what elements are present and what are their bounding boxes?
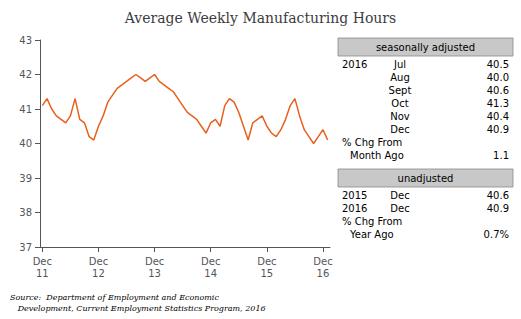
svg-text:Jul: Jul	[393, 59, 406, 70]
svg-text:Aug: Aug	[390, 72, 410, 83]
svg-text:40.9: 40.9	[487, 203, 509, 214]
svg-text:40.6: 40.6	[487, 190, 509, 201]
svg-text:14: 14	[204, 268, 217, 279]
svg-text:Sept: Sept	[389, 85, 412, 96]
svg-text:16: 16	[317, 268, 330, 279]
svg-text:Oct: Oct	[391, 98, 408, 109]
svg-text:42: 42	[19, 69, 32, 80]
svg-text:2016: 2016	[342, 203, 367, 214]
svg-text:Dec: Dec	[257, 256, 276, 267]
svg-text:41.3: 41.3	[487, 98, 509, 109]
svg-text:Average Weekly Manufacturing H: Average Weekly Manufacturing Hours	[124, 10, 396, 26]
svg-text:unadjusted: unadjusted	[398, 173, 454, 184]
svg-text:38: 38	[19, 207, 32, 218]
svg-text:41: 41	[19, 104, 32, 115]
svg-text:40.4: 40.4	[487, 111, 509, 122]
svg-text:Source: Department of Employm: Source: Department of Employment and Eco…	[10, 293, 219, 302]
svg-text:40.0: 40.0	[487, 72, 509, 83]
svg-text:39: 39	[19, 173, 32, 184]
svg-text:1.1: 1.1	[493, 150, 509, 161]
svg-text:13: 13	[148, 268, 161, 279]
svg-text:Dec: Dec	[390, 190, 409, 201]
svg-text:Dec: Dec	[313, 256, 332, 267]
svg-text:37: 37	[19, 242, 32, 253]
svg-text:seasonally adjusted: seasonally adjusted	[376, 42, 475, 53]
svg-text:40.6: 40.6	[487, 85, 509, 96]
svg-text:Dec: Dec	[390, 203, 409, 214]
svg-text:Month Ago: Month Ago	[350, 150, 404, 161]
svg-text:% Chg From: % Chg From	[342, 216, 402, 227]
svg-text:40.9: 40.9	[487, 124, 509, 135]
svg-text:Dec: Dec	[390, 124, 409, 135]
svg-text:% Chg From: % Chg From	[342, 137, 402, 148]
svg-text:Year Ago: Year Ago	[349, 229, 394, 240]
svg-text:2016: 2016	[342, 59, 367, 70]
svg-text:12: 12	[92, 268, 105, 279]
svg-text:Dec: Dec	[89, 256, 108, 267]
svg-text:0.7%: 0.7%	[484, 229, 509, 240]
svg-text:15: 15	[260, 268, 273, 279]
svg-text:Dec: Dec	[33, 256, 52, 267]
svg-text:2015: 2015	[342, 190, 367, 201]
svg-text:43: 43	[19, 35, 32, 46]
svg-text:40.5: 40.5	[487, 59, 509, 70]
svg-text:11: 11	[36, 268, 49, 279]
svg-text:Nov: Nov	[390, 111, 410, 122]
svg-text:40: 40	[19, 138, 32, 149]
svg-text:Dec: Dec	[145, 256, 164, 267]
svg-text:Dec: Dec	[201, 256, 220, 267]
svg-text:Development, Current Employmen: Development, Current Employment Statisti…	[10, 304, 266, 313]
